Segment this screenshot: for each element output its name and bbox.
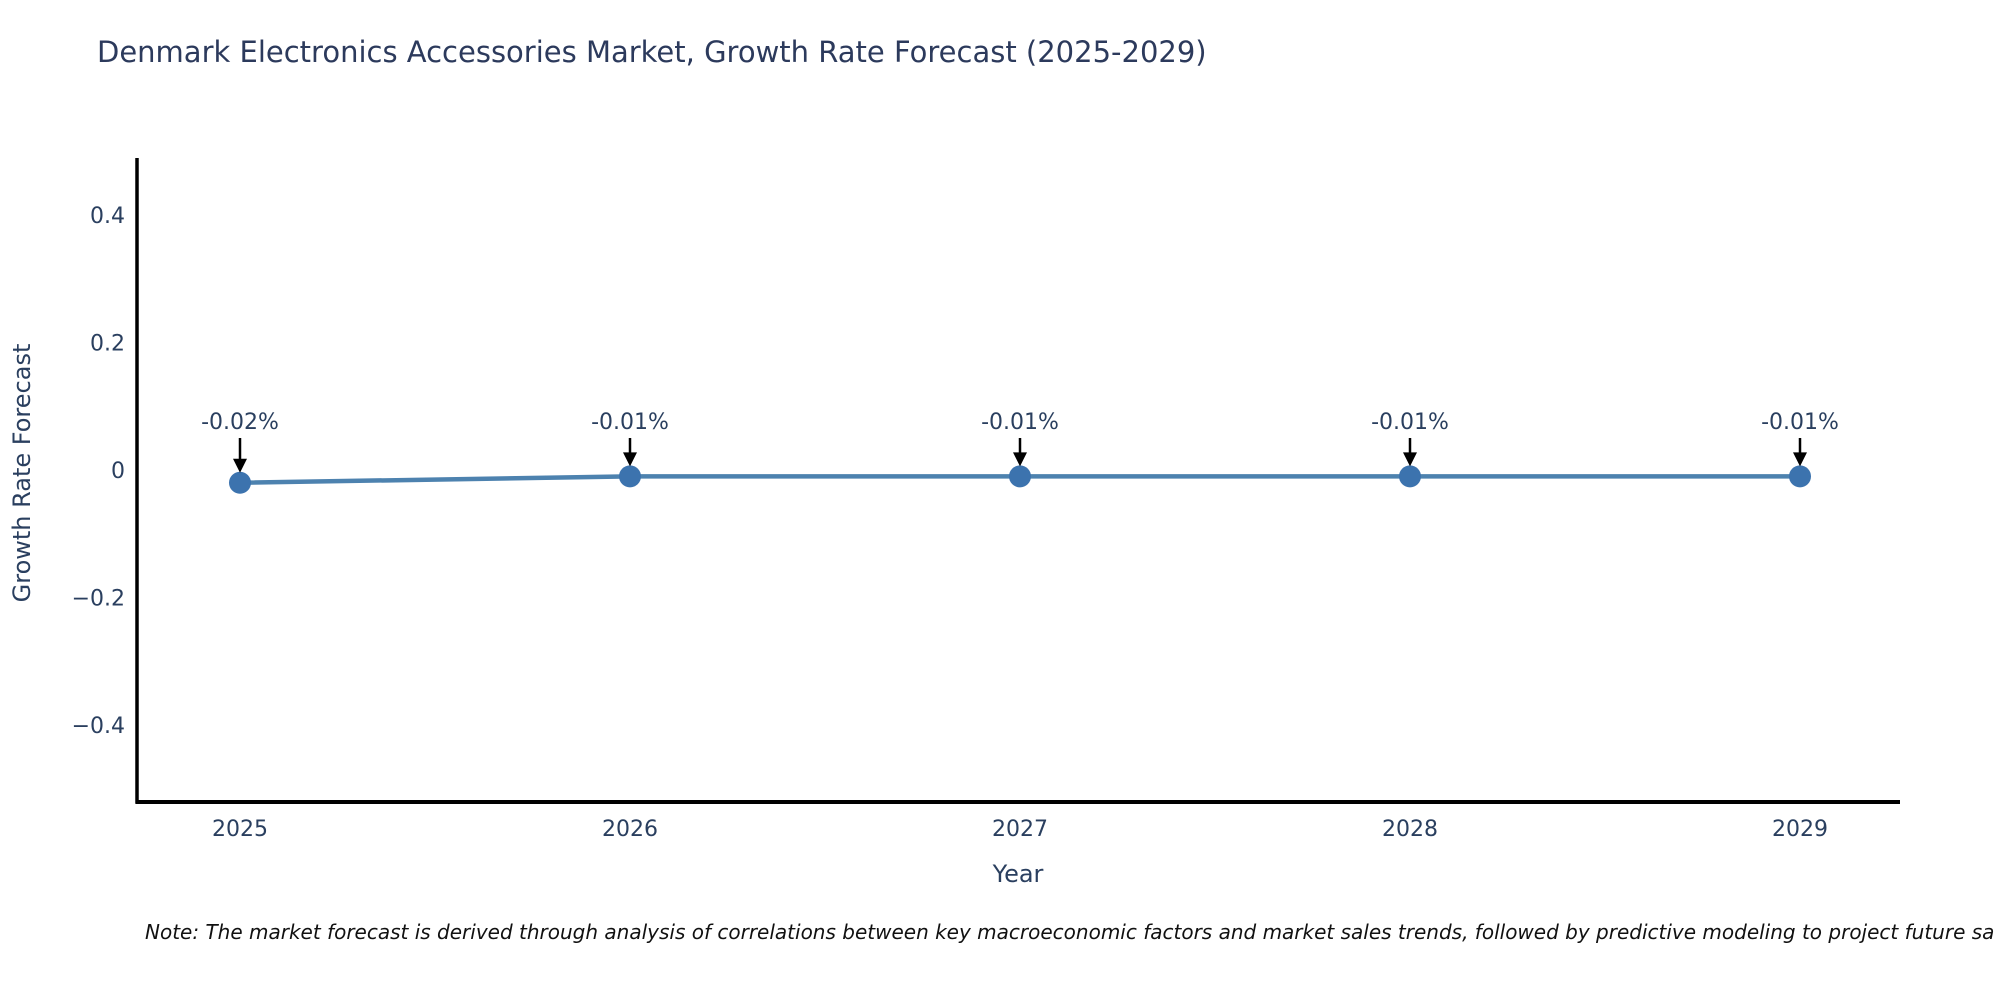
x-tick-label: 2029 xyxy=(1772,817,1828,842)
footnote: Note: The market forecast is derived thr… xyxy=(145,920,1995,944)
annotation-arrowhead-icon xyxy=(1403,452,1417,467)
data-point-marker xyxy=(1789,465,1811,488)
annotation-arrowhead-icon xyxy=(1793,452,1807,467)
x-tick-label: 2025 xyxy=(212,817,268,842)
x-axis-title: Year xyxy=(992,860,1044,888)
data-point-marker xyxy=(1009,465,1031,488)
x-tick-label: 2026 xyxy=(602,817,658,842)
x-tick-label: 2028 xyxy=(1382,817,1438,842)
point-annotation: -0.01% xyxy=(1761,410,1839,435)
annotation-arrowhead-icon xyxy=(623,452,637,467)
point-annotation: -0.01% xyxy=(981,410,1059,435)
y-tick-label: 0 xyxy=(111,459,125,484)
y-tick-label: 0.2 xyxy=(90,332,125,357)
point-annotation: -0.02% xyxy=(201,410,279,435)
x-tick-label: 2027 xyxy=(992,817,1048,842)
data-point-marker xyxy=(229,471,251,494)
chart-title: Denmark Electronics Accessories Market, … xyxy=(97,35,1207,69)
annotation-arrowhead-icon xyxy=(233,458,247,473)
data-point-marker xyxy=(1399,465,1421,488)
y-tick-label: 0.4 xyxy=(90,204,125,229)
y-tick-label: −0.4 xyxy=(72,714,125,739)
y-tick-label: −0.2 xyxy=(72,587,125,612)
data-point-marker xyxy=(619,465,641,488)
point-annotation: -0.01% xyxy=(591,410,669,435)
annotation-arrowhead-icon xyxy=(1013,452,1027,467)
point-annotation: -0.01% xyxy=(1371,410,1449,435)
